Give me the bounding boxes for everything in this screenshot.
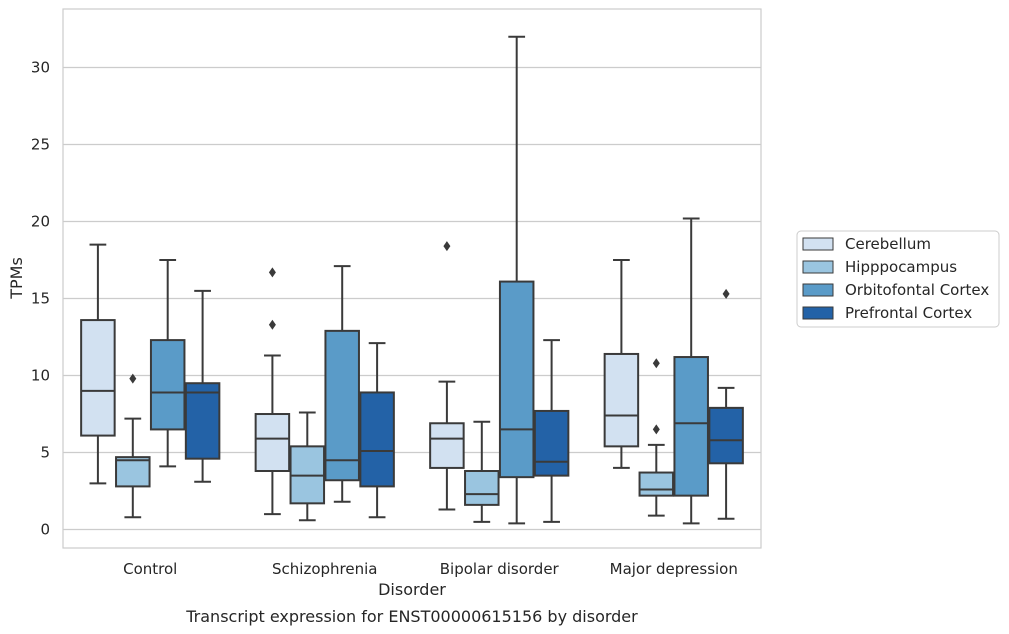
plot-area [62,8,762,549]
iqr-box [80,319,116,437]
y-tick-label: 5 [40,444,50,462]
iqr-box [359,391,395,488]
legend-swatch [802,283,834,297]
x-tick-label: Schizophrenia [272,560,377,578]
legend-swatch [802,260,834,274]
y-tick-label: 30 [31,59,50,77]
legend-label: Hipppocampus [845,258,957,276]
iqr-box [254,413,291,472]
iqr-box [464,470,500,506]
box-hipppocampus [638,358,675,517]
box-orbitofontal-cortex [673,217,709,525]
outlier-point [268,319,276,330]
legend-label: Cerebellum [845,235,931,253]
outlier-point [722,288,730,299]
box-cerebellum [429,241,465,511]
x-axis-label: Disorder [378,580,446,599]
iqr-box [638,471,675,497]
box-orbitofontal-cortex [324,265,360,503]
box-prefrontal-cortex [708,288,744,520]
box-prefrontal-cortex [359,342,395,519]
iqr-box [184,382,221,460]
box-cerebellum [603,259,640,469]
iqr-box [603,352,640,448]
box-hipppocampus [289,411,326,522]
iqr-box [708,406,744,465]
box-prefrontal-cortex [184,289,221,483]
gridlines [63,66,761,531]
outlier-point [443,241,451,252]
box-orbitofontal-cortex [149,259,186,468]
box-hipppocampus [115,373,151,519]
outlier-point [652,424,660,435]
iqr-box [149,339,186,431]
legend-frame [796,230,1000,328]
y-tick-label: 15 [31,290,50,308]
box-groups [80,35,744,525]
y-tick-label: 10 [31,367,50,385]
iqr-box [324,329,360,482]
legend-label: Orbitofontal Cortex [845,281,989,299]
y-axis-ticks: 0 5 10 15 20 25 30 [31,59,50,539]
x-tick-label: Major depression [610,560,738,578]
box-cerebellum [80,243,116,485]
iqr-box [533,409,570,477]
legend-swatch [802,237,834,251]
y-tick-label: 0 [40,521,50,539]
outlier-point [652,358,660,369]
legend-swatch [802,306,834,320]
plot-frame [62,8,762,549]
iqr-box [673,356,709,497]
iqr-box [115,456,151,488]
x-axis-ticks: Control Schizophrenia Bipolar disorder Majo… [123,560,738,578]
box-cerebellum [254,267,291,516]
iqr-box [429,422,465,469]
y-tick-label: 20 [31,213,50,231]
legend-label: Prefrontal Cortex [845,304,972,322]
x-tick-label: Control [123,560,177,578]
box-hipppocampus [464,420,500,523]
y-tick-label: 25 [31,136,50,154]
iqr-box [498,280,535,479]
y-axis-label: TPMs [7,257,26,300]
x-tick-label: Bipolar disorder [440,560,560,578]
figure-caption: Transcript expression for ENST0000061515… [185,607,638,626]
box-prefrontal-cortex [533,339,570,523]
legend: Cerebellum Hipppocampus Orbitofontal Corte… [796,230,1000,328]
box-orbitofontal-cortex [498,35,535,525]
outlier-point [129,373,137,384]
outlier-point [268,267,276,278]
